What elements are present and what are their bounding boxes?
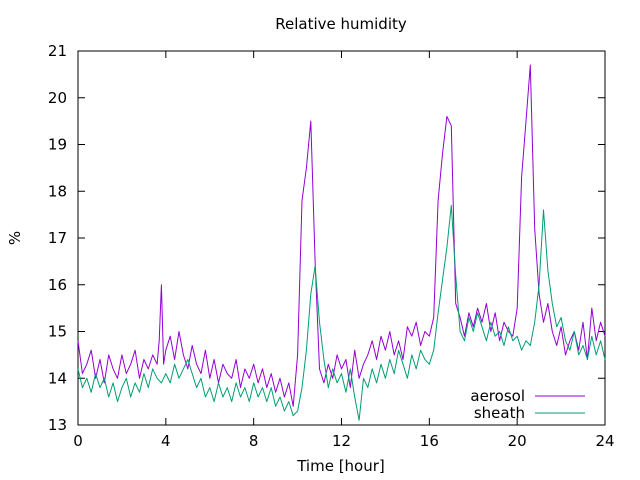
x-tick-label: 4 xyxy=(161,432,171,450)
y-tick-label: 13 xyxy=(48,416,67,434)
series-line-aerosol xyxy=(77,64,606,407)
legend-label-sheath: sheath xyxy=(474,404,525,422)
axes: 0 4 8 12 16 20 24 13 14 15 16 17 18 19 20 21 xyxy=(48,42,615,450)
x-tick-label: 20 xyxy=(508,432,527,450)
y-tick-label: 17 xyxy=(48,229,67,247)
x-tick-label: 0 xyxy=(73,432,83,450)
series-line-sheath xyxy=(77,204,606,421)
y-tick-label: 19 xyxy=(48,136,67,154)
y-tick-label: 14 xyxy=(48,369,67,387)
x-tick-label: 16 xyxy=(420,432,439,450)
x-tick-label: 8 xyxy=(249,432,259,450)
chart-title: Relative humidity xyxy=(275,15,407,33)
y-tick-label: 18 xyxy=(48,182,67,200)
x-tick-label: 12 xyxy=(332,432,351,450)
x-axis-label: Time [hour] xyxy=(296,457,385,475)
y-axis-label: % xyxy=(6,231,24,245)
x-tick-label: 24 xyxy=(595,432,614,450)
y-tick-label: 16 xyxy=(48,276,67,294)
y-tick-label: 15 xyxy=(48,323,67,341)
series-lines xyxy=(77,64,606,421)
legend-label-aerosol: aerosol xyxy=(470,387,525,405)
y-tick-label: 21 xyxy=(48,42,67,60)
y-tick-label: 20 xyxy=(48,89,67,107)
